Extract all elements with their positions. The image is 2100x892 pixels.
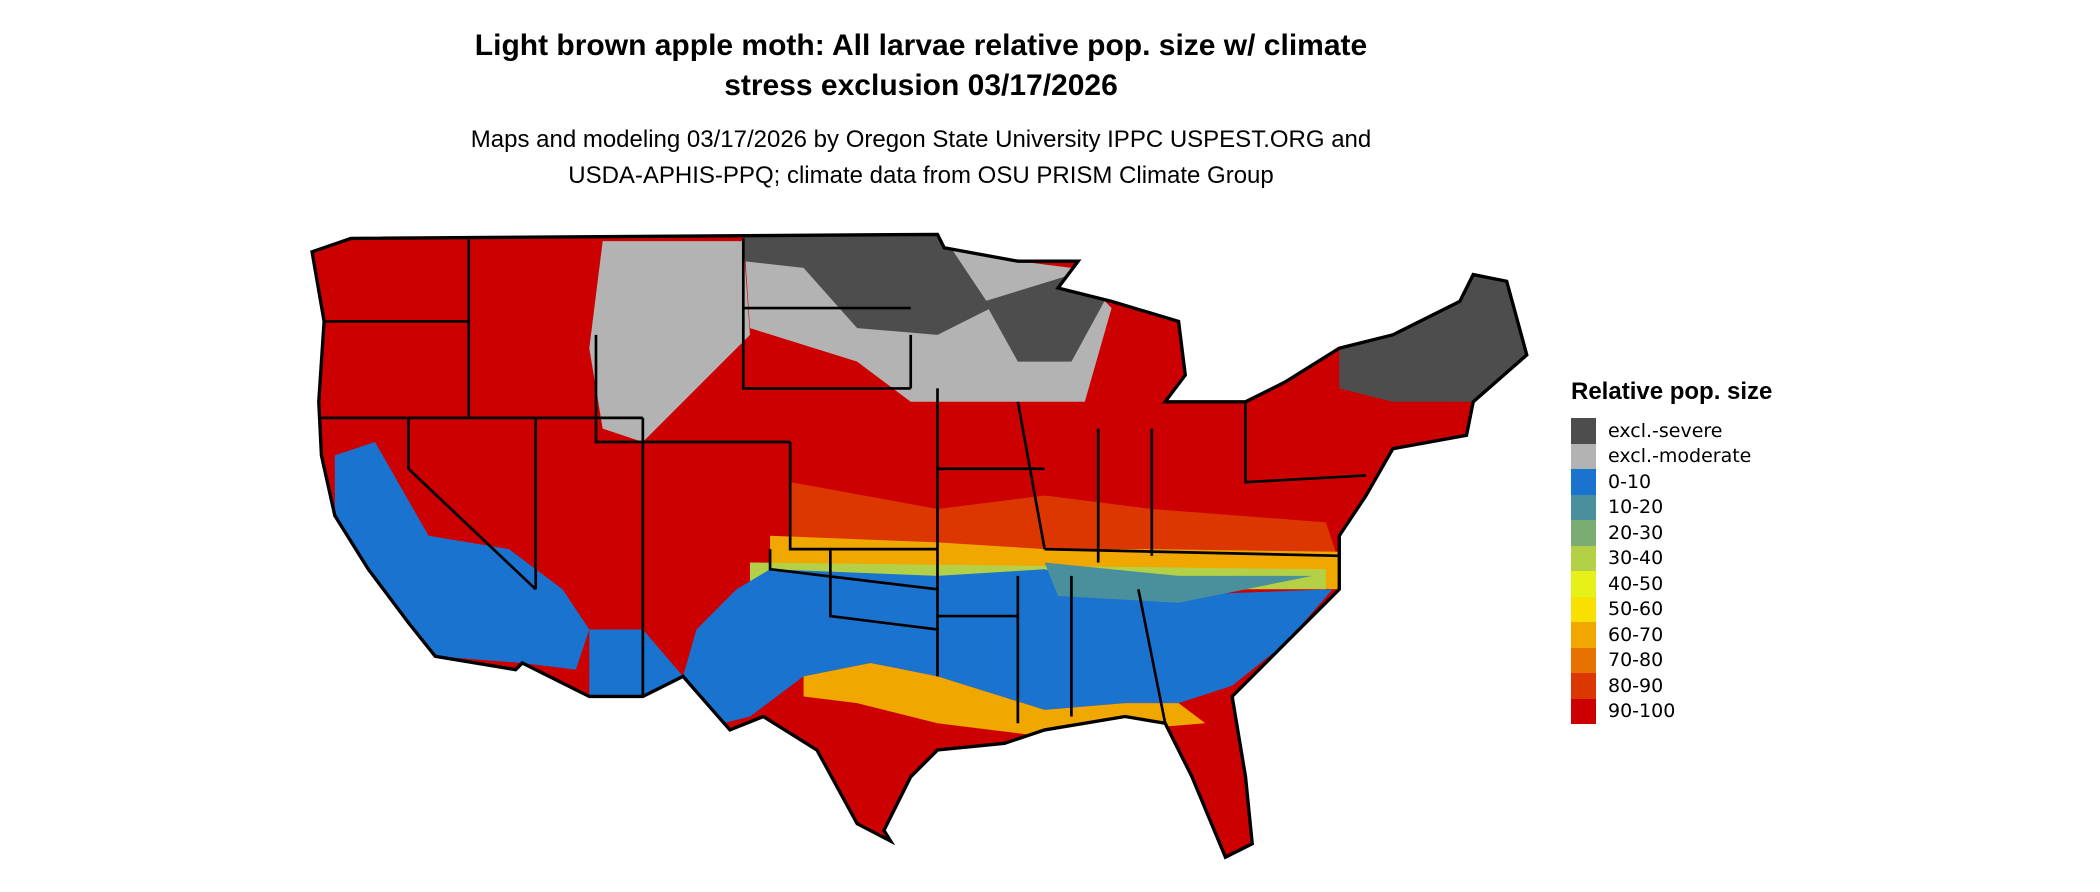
legend-swatch (1571, 443, 1596, 469)
legend-item: 60-70 (1571, 622, 1772, 648)
legend-swatch (1571, 418, 1596, 444)
subtitle-line-2: USDA-APHIS-PPQ; climate data from OSU PR… (568, 162, 1274, 189)
legend: Relative pop. size excl.-severe excl.-mod… (1571, 378, 1772, 724)
region-10-20-tennessee (1044, 562, 1313, 603)
legend-label: 20-30 (1608, 521, 1664, 544)
legend-item: 80-90 (1571, 673, 1772, 699)
legend-swatch (1571, 698, 1596, 724)
legend-item: 20-30 (1571, 520, 1772, 546)
legend-label: 70-80 (1608, 649, 1664, 672)
legend-label: 10-20 (1608, 496, 1664, 519)
legend-label: 80-90 (1608, 674, 1664, 697)
legend-label: 30-40 (1608, 547, 1664, 570)
legend-label: excl.-severe (1608, 419, 1723, 442)
state-borders (310, 232, 1529, 860)
legend-label: 50-60 (1608, 598, 1664, 621)
legend-item: 40-50 (1571, 571, 1772, 597)
region-0-10-arizona (589, 629, 684, 697)
legend-item: 90-100 (1571, 698, 1772, 724)
legend-swatch (1571, 545, 1596, 571)
region-excl-moderate-mountain (589, 241, 750, 442)
legend-swatch (1571, 596, 1596, 622)
legend-label: 60-70 (1608, 623, 1664, 646)
legend-item: 0-10 (1571, 469, 1772, 495)
legend-swatch (1571, 520, 1596, 546)
map-subtitle: Maps and modeling 03/17/2026 by Oregon S… (0, 122, 1842, 194)
legend-swatch (1571, 673, 1596, 699)
legend-item: excl.-severe (1571, 418, 1772, 444)
legend-label: 0-10 (1608, 470, 1652, 493)
region-excl-severe-northeast (1339, 267, 1527, 402)
legend-swatch (1571, 622, 1596, 648)
title-line-1: Light brown apple moth: All larvae relat… (474, 29, 1368, 62)
region-excl-severe-wisconsin (984, 274, 1112, 362)
region-0-10-southwest (334, 441, 590, 670)
legend-item: 30-40 (1571, 545, 1772, 571)
legend-item: excl.-moderate (1571, 443, 1772, 469)
map-title: Light brown apple moth: All larvae relat… (0, 26, 1842, 106)
legend-swatch (1571, 494, 1596, 520)
legend-swatch (1571, 647, 1596, 673)
legend-item: 50-60 (1571, 596, 1772, 622)
legend-title: Relative pop. size (1571, 378, 1773, 405)
legend-item: 70-80 (1571, 647, 1772, 673)
legend-label: 90-100 (1608, 700, 1676, 723)
legend-label: excl.-moderate (1608, 445, 1752, 468)
legend-item: 10-20 (1571, 494, 1772, 520)
region-excl-severe-north (743, 234, 992, 335)
subtitle-line-1: Maps and modeling 03/17/2026 by Oregon S… (470, 126, 1372, 153)
legend-label: 40-50 (1608, 572, 1664, 595)
legend-swatch (1571, 469, 1596, 495)
title-line-2: stress exclusion 03/17/2026 (724, 69, 1118, 102)
region-0-10-southeast (683, 569, 1333, 724)
legend-swatch (1571, 571, 1596, 597)
